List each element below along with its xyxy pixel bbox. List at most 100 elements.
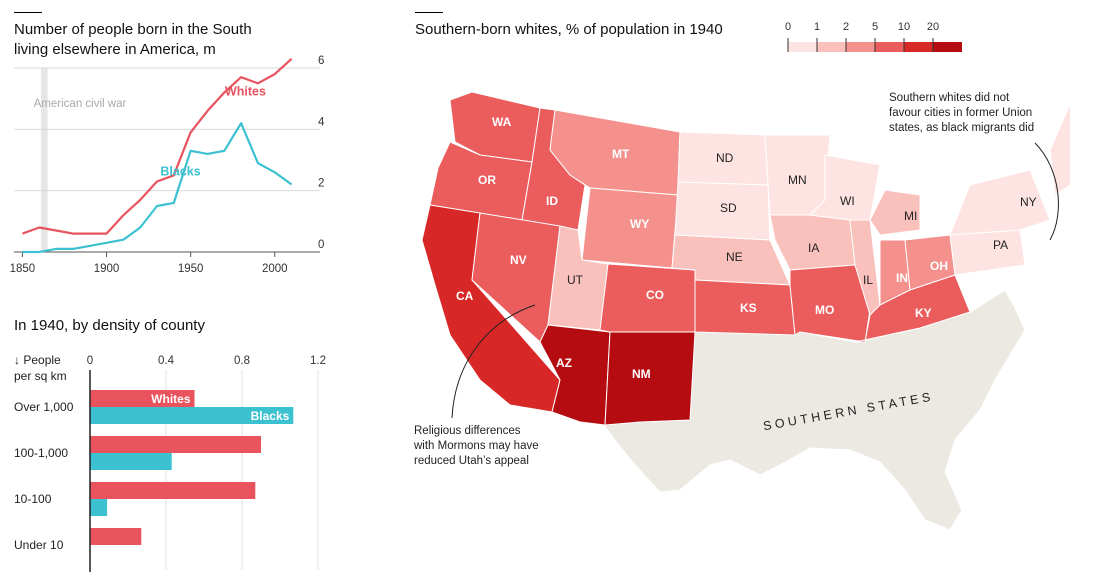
- state-label-il: IL: [863, 273, 873, 287]
- state-label-mi: MI: [904, 209, 917, 223]
- state-label-wa: WA: [492, 115, 512, 129]
- state-ky: [854, 274, 971, 343]
- map-title: Southern-born whites, % of population in…: [415, 21, 723, 38]
- legend-swatch: [846, 42, 875, 52]
- state-label-or: OR: [478, 173, 496, 187]
- down-arrow-icon: ↓: [14, 353, 20, 367]
- bar-whites: [90, 436, 261, 453]
- southern-states-region: [599, 289, 1026, 531]
- bar-series-label-whites: Whites: [151, 392, 191, 406]
- y-tick-label: 2: [318, 178, 324, 190]
- state-label-pa: PA: [993, 238, 1008, 252]
- state-nm: [604, 331, 696, 426]
- legend-label: 20: [927, 21, 939, 33]
- state-label-ne: NE: [726, 250, 743, 264]
- note-northeast-leader: [1034, 142, 1059, 241]
- state-label-nv: NV: [510, 253, 527, 267]
- series-label-blacks: Blacks: [160, 164, 200, 178]
- state-mi: [869, 189, 921, 236]
- note-northeast: Southern whites did not favour cities in…: [889, 91, 1034, 136]
- x-tick-label: 2000: [262, 263, 288, 275]
- state-label-ks: KS: [740, 301, 757, 315]
- state-label-mt: MT: [612, 147, 630, 161]
- legend-label: 0: [785, 21, 791, 33]
- bar-whites: [90, 390, 195, 407]
- bar-axis-label-line2: per sq km: [14, 369, 67, 383]
- legend-swatch: [904, 42, 933, 52]
- legend-swatch: [933, 42, 962, 52]
- x-tick-label: 1950: [178, 263, 204, 275]
- state-label-id: ID: [546, 194, 558, 208]
- state-me: [1049, 103, 1070, 196]
- bar-x-tick-label: 0.4: [158, 355, 175, 367]
- y-tick-label: 6: [318, 55, 324, 67]
- line-chart-title: Number of people born in the South livin…: [14, 20, 252, 60]
- note-northeast-line3: states, as black migrants did: [889, 122, 1035, 134]
- legend-label: 10: [898, 21, 910, 33]
- state-label-mo: MO: [815, 303, 834, 317]
- bar-blacks: [90, 407, 294, 424]
- map-title-rule: [415, 12, 443, 13]
- bar-category-label: 10-100: [14, 492, 52, 506]
- series-line-blacks: [22, 122, 293, 254]
- bar-series-label-blacks: Blacks: [251, 409, 290, 423]
- note-northeast-line1: Southern whites did not: [889, 92, 1010, 104]
- line-chart-title-rule: [14, 12, 42, 13]
- line-chart-title-line1: Number of people born in the South: [14, 21, 252, 38]
- x-tick-label: 1900: [94, 263, 120, 275]
- note-utah-line3: reduced Utah’s appeal: [414, 455, 529, 467]
- bar-category-label: Under 10: [14, 538, 64, 552]
- state-label-nm: NM: [632, 367, 651, 381]
- map-legend: 0 1 2 5 10 20: [785, 21, 962, 52]
- bar-category-label: Over 1,000: [14, 400, 74, 414]
- legend-swatch: [817, 42, 846, 52]
- bar-chart: 0 0.4 0.8 1.2 Over 1,000 Whites Blacks 100-1,00…: [14, 355, 326, 572]
- note-utah: Religious differences with Mormons may h…: [414, 424, 539, 469]
- state-label-wi: WI: [840, 194, 855, 208]
- x-tick-label: 1850: [10, 263, 36, 275]
- state-label-ia: IA: [808, 241, 819, 255]
- state-label-co: CO: [646, 288, 664, 302]
- state-label-ny: NY: [1020, 195, 1037, 209]
- series-line-whites: [22, 57, 293, 235]
- line-chart-title-line2: living elsewhere in America, m: [14, 41, 216, 58]
- state-label-nd: ND: [716, 151, 734, 165]
- state-label-sd: SD: [720, 201, 737, 215]
- series-label-whites: Whites: [225, 85, 266, 99]
- state-pa: [949, 229, 1026, 276]
- bar-category-label: 100-1,000: [14, 446, 68, 460]
- legend-swatch: [788, 42, 817, 52]
- note-utah-line1: Religious differences: [414, 425, 521, 437]
- note-northeast-line2: favour cities in former Union: [889, 107, 1033, 119]
- state-label-wy: WY: [630, 217, 649, 231]
- legend-label: 1: [814, 21, 820, 33]
- state-label-mn: MN: [788, 173, 807, 187]
- bar-blacks: [90, 453, 172, 470]
- us-map: WA OR CA ID NV MT WY UT AZ CO NM ND SD NE KS MN IA MO WI IL…: [421, 91, 1070, 531]
- legend-swatch: [875, 42, 904, 52]
- civil-war-band: [40, 68, 48, 252]
- bar-whites: [90, 528, 142, 545]
- line-chart: 0 2 4 6 1850 1900 1950 2000 American civil war Wh…: [10, 55, 325, 275]
- bar-chart-title: In 1940, by density of county: [14, 317, 205, 334]
- bar-axis-label-line1: People: [23, 353, 61, 367]
- state-label-ky: KY: [915, 306, 932, 320]
- y-tick-label: 0: [318, 239, 324, 251]
- bar-x-tick-label: 1.2: [310, 355, 326, 367]
- state-label-ca: CA: [456, 289, 474, 303]
- bar-x-tick-label: 0.8: [234, 355, 250, 367]
- bar-x-tick-label: 0: [87, 355, 93, 367]
- state-label-oh: OH: [930, 259, 948, 273]
- bar-blacks: [90, 499, 108, 516]
- state-ny: [949, 169, 1051, 236]
- y-tick-label: 4: [318, 116, 325, 128]
- note-utah-line2: with Mormons may have: [414, 440, 539, 452]
- state-label-az: AZ: [556, 356, 572, 370]
- civil-war-annotation: American civil war: [34, 98, 127, 110]
- bar-whites: [90, 482, 256, 499]
- legend-label: 5: [872, 21, 878, 33]
- state-label-in: IN: [896, 271, 908, 285]
- state-label-ut: UT: [567, 273, 584, 287]
- bar-axis-label: ↓ People per sq km: [14, 352, 67, 384]
- legend-label: 2: [843, 21, 849, 33]
